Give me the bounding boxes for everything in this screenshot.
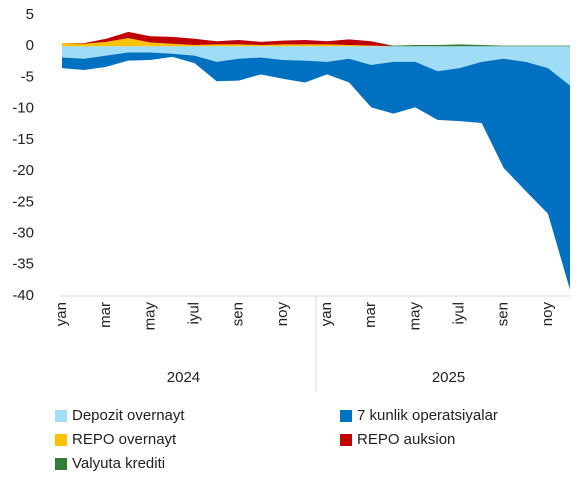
x-tick-label: mar (97, 302, 114, 328)
area (62, 46, 570, 86)
y-tick-label: -15 (12, 131, 34, 148)
legend-swatch (55, 410, 67, 422)
y-tick-label: -20 (12, 162, 34, 179)
y-tick-label: -10 (12, 100, 34, 117)
legend-swatch (340, 434, 352, 446)
legend-label: Valyuta krediti (72, 455, 165, 472)
legend-swatch (55, 458, 67, 470)
y-tick-label: 0 (26, 37, 34, 54)
y-tick-label: -25 (12, 193, 34, 210)
y-tick-label: -5 (21, 68, 34, 85)
y-tick-label: 5 (26, 6, 34, 23)
x-tick-label: may (141, 302, 158, 331)
y-tick-label: -30 (12, 225, 34, 242)
area (62, 38, 570, 47)
x-tick-label: iyul (185, 302, 202, 325)
legend-label: 7 kunlik operatsiyalar (357, 407, 498, 424)
x-tick-label: yan (53, 302, 70, 326)
x-tick-label: mar (362, 302, 379, 328)
legend-swatch (340, 410, 352, 422)
x-tick-label: sen (495, 302, 512, 326)
x-tick-label: yan (318, 302, 335, 326)
x-tick-label: iyul (451, 302, 468, 325)
x-tick-label: sen (230, 302, 247, 326)
legend-label: REPO overnayt (72, 431, 177, 448)
group-label: 2024 (167, 369, 200, 386)
legend-label: REPO auksion (357, 431, 455, 448)
group-label: 2025 (432, 369, 465, 386)
legend-swatch (55, 434, 67, 446)
x-tick-label: may (406, 302, 423, 331)
legend-label: Depozit overnayt (72, 407, 185, 424)
area (62, 31, 570, 47)
x-tick-label: noy (539, 302, 556, 327)
y-tick-label: -35 (12, 256, 34, 273)
x-tick-label: noy (274, 302, 291, 327)
area (62, 52, 570, 290)
y-tick-label: -40 (12, 287, 34, 304)
